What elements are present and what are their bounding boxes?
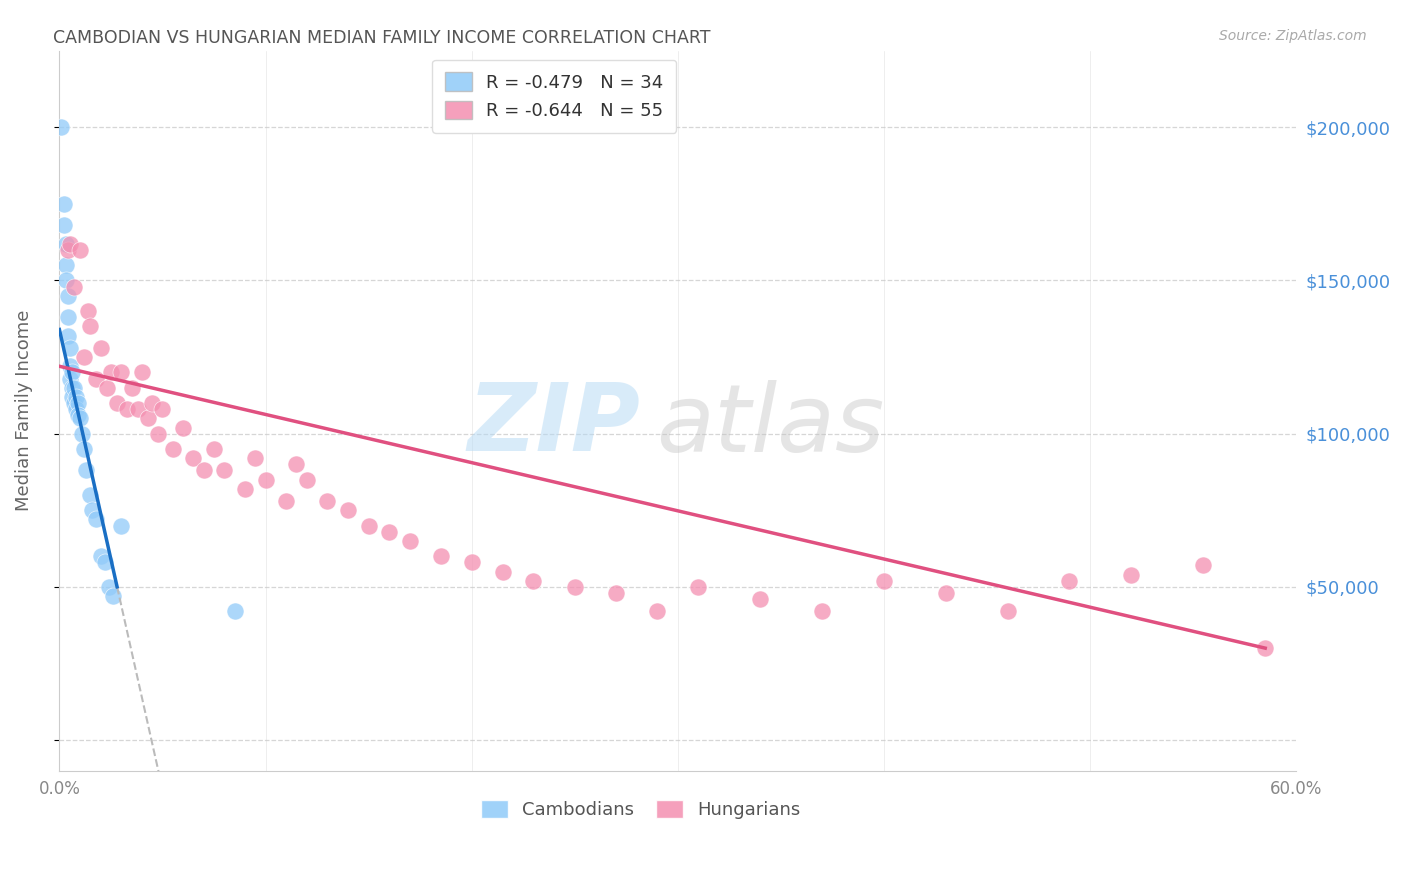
Point: [110, 518, 132, 533]
Point: [65, 390, 87, 404]
Point: [63, 279, 86, 293]
Point: [1192, 558, 1215, 573]
Point: [101, 589, 124, 603]
Point: [63, 396, 86, 410]
Point: [86, 371, 108, 385]
Point: [69, 411, 91, 425]
Point: [100, 365, 122, 379]
Point: [522, 574, 544, 588]
Point: [224, 604, 246, 618]
Point: [172, 420, 194, 434]
Point: [56, 289, 79, 303]
Point: [460, 555, 482, 569]
Point: [193, 463, 215, 477]
Point: [1254, 641, 1277, 656]
Point: [605, 586, 627, 600]
Text: CAMBODIAN VS HUNGARIAN MEDIAN FAMILY INCOME CORRELATION CHART: CAMBODIAN VS HUNGARIAN MEDIAN FAMILY INC…: [53, 29, 711, 46]
Point: [66, 396, 89, 410]
Point: [56, 310, 79, 325]
Point: [1059, 574, 1081, 588]
Point: [121, 381, 143, 395]
Point: [79, 319, 101, 334]
Point: [52, 197, 75, 211]
Point: [73, 350, 96, 364]
Point: [148, 426, 170, 441]
Point: [152, 402, 174, 417]
Point: [75, 463, 97, 477]
Point: [97, 580, 120, 594]
Point: [60, 390, 83, 404]
Point: [70, 426, 93, 441]
Point: [295, 473, 318, 487]
Point: [162, 442, 184, 456]
Point: [105, 396, 128, 410]
Point: [183, 451, 205, 466]
Point: [127, 402, 149, 417]
Point: [398, 533, 420, 548]
Text: atlas: atlas: [657, 380, 884, 471]
Point: [73, 442, 96, 456]
Point: [997, 604, 1019, 618]
Point: [55, 258, 77, 272]
Point: [131, 365, 153, 379]
Point: [357, 518, 380, 533]
Point: [79, 488, 101, 502]
Point: [59, 341, 82, 355]
Point: [688, 580, 710, 594]
Point: [491, 565, 513, 579]
Point: [82, 503, 104, 517]
Point: [935, 586, 957, 600]
Point: [202, 442, 225, 456]
Point: [90, 341, 112, 355]
Point: [141, 396, 163, 410]
Point: [136, 411, 159, 425]
Point: [873, 574, 896, 588]
Point: [96, 381, 118, 395]
Legend: Cambodians, Hungarians: Cambodians, Hungarians: [474, 793, 808, 827]
Point: [336, 503, 359, 517]
Point: [110, 365, 132, 379]
Point: [65, 402, 87, 417]
Point: [59, 236, 82, 251]
Point: [316, 494, 339, 508]
Point: [52, 219, 75, 233]
Point: [378, 524, 401, 539]
Point: [55, 236, 77, 251]
Point: [59, 371, 82, 385]
Point: [60, 365, 83, 379]
Point: [90, 549, 112, 564]
Text: ZIP: ZIP: [468, 379, 641, 471]
Point: [56, 243, 79, 257]
Point: [214, 463, 236, 477]
Point: [60, 381, 83, 395]
Point: [429, 549, 451, 564]
Point: [564, 580, 586, 594]
Point: [93, 555, 115, 569]
Point: [56, 328, 79, 343]
Point: [69, 243, 91, 257]
Point: [254, 473, 277, 487]
Point: [86, 512, 108, 526]
Text: Source: ZipAtlas.com: Source: ZipAtlas.com: [1219, 29, 1367, 43]
Point: [1121, 567, 1143, 582]
Point: [63, 381, 86, 395]
Point: [117, 402, 139, 417]
Point: [749, 592, 772, 607]
Point: [285, 458, 308, 472]
Point: [233, 482, 256, 496]
Point: [51, 120, 73, 135]
Point: [77, 304, 100, 318]
Point: [645, 604, 668, 618]
Point: [245, 451, 267, 466]
Point: [811, 604, 834, 618]
Point: [59, 359, 82, 374]
Point: [276, 494, 298, 508]
Y-axis label: Median Family Income: Median Family Income: [15, 310, 32, 511]
Point: [55, 273, 77, 287]
Point: [66, 409, 89, 423]
